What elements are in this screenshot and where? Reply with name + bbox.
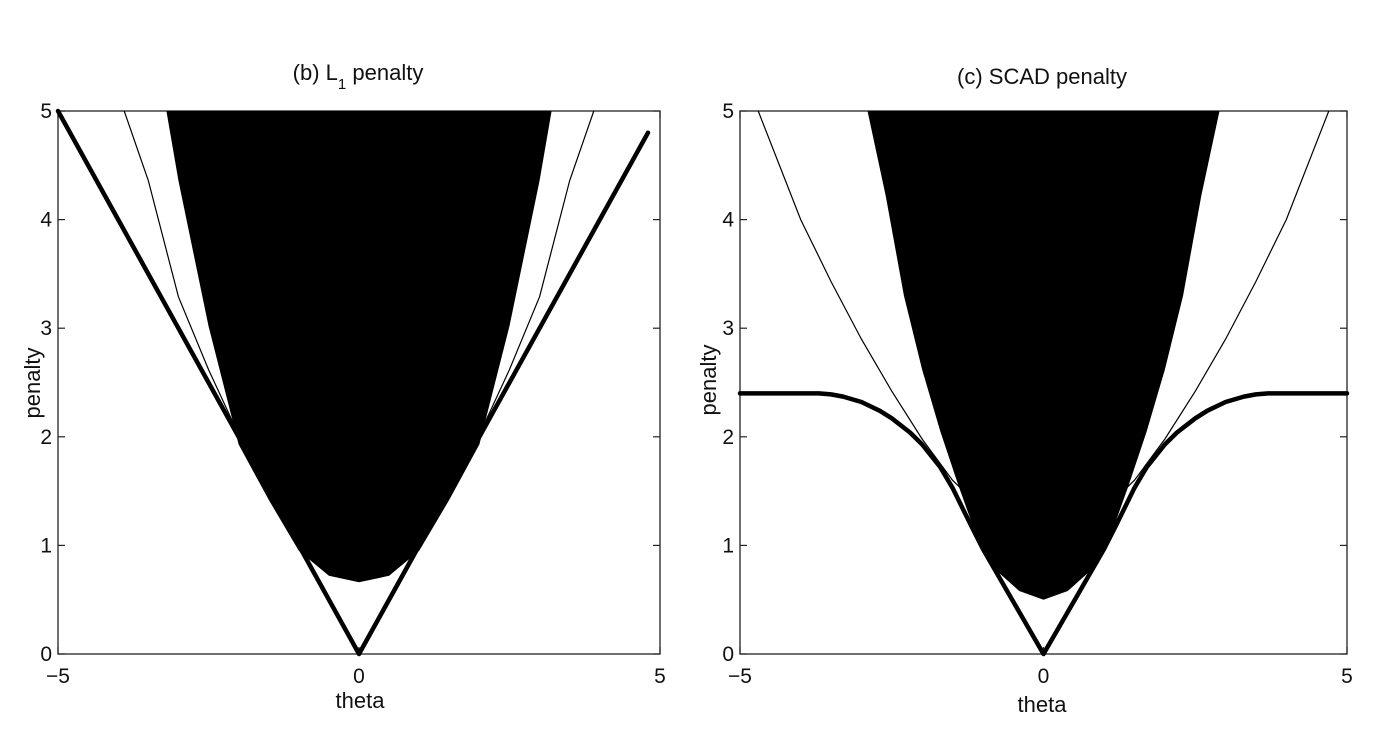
chart-title: (c) SCAD penalty bbox=[957, 64, 1127, 89]
series-line-dashed bbox=[166, 111, 552, 583]
x-tick-labels: −5 0 5 bbox=[46, 665, 666, 688]
x-tick-label: 5 bbox=[1341, 665, 1353, 688]
x-tick-label: 5 bbox=[654, 665, 666, 688]
y-tick-label: 1 bbox=[722, 534, 734, 557]
x-tick-label: −5 bbox=[728, 665, 752, 688]
y-tick-label: 0 bbox=[40, 643, 52, 666]
y-tick-label: 3 bbox=[722, 317, 734, 340]
x-tick-label: 0 bbox=[1038, 665, 1050, 688]
y-tick-label: 4 bbox=[722, 209, 734, 232]
chart-title: (b) L1 penalty bbox=[293, 60, 424, 93]
axis-ticks bbox=[739, 110, 1348, 655]
y-tick-labels: 0 1 2 3 4 5 bbox=[722, 100, 734, 666]
y-tick-label: 1 bbox=[40, 534, 52, 557]
y-tick-label: 2 bbox=[722, 426, 734, 449]
series-line-thick bbox=[737, 391, 1350, 657]
x-axis-label: theta bbox=[1018, 692, 1068, 717]
series-line-dashed bbox=[867, 111, 1220, 600]
x-tick-label: −5 bbox=[46, 665, 70, 688]
series-line-thick bbox=[55, 108, 651, 657]
x-axis-label: theta bbox=[336, 688, 386, 713]
y-tick-label: 0 bbox=[722, 643, 734, 666]
y-axis-label: penalty bbox=[20, 348, 45, 419]
y-tick-label: 2 bbox=[40, 426, 52, 449]
y-tick-labels: 0 1 2 3 4 5 bbox=[40, 100, 52, 666]
x-tick-labels: −5 0 5 bbox=[728, 665, 1353, 688]
y-tick-label: 5 bbox=[722, 100, 734, 123]
y-tick-label: 4 bbox=[40, 209, 52, 232]
x-tick-label: 0 bbox=[353, 665, 365, 688]
curves bbox=[55, 108, 651, 657]
curves bbox=[737, 110, 1350, 657]
y-tick-label: 3 bbox=[40, 317, 52, 340]
y-axis-label: penalty bbox=[696, 345, 721, 416]
y-tick-label: 5 bbox=[40, 100, 52, 123]
